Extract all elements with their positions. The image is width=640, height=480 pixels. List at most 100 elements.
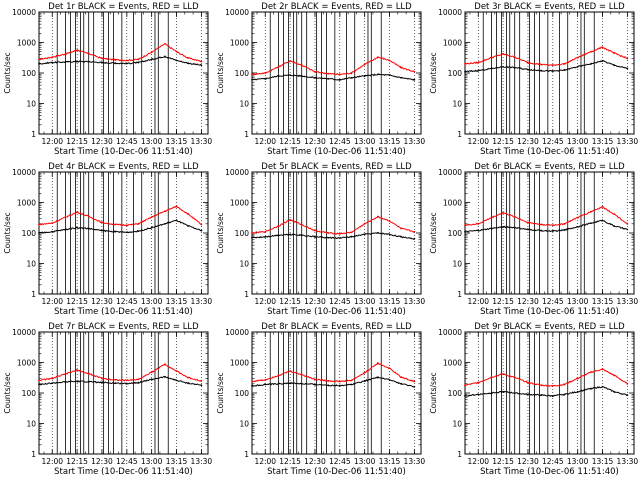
events-data-point xyxy=(327,236,330,239)
y-tick-label: 10000 xyxy=(12,168,36,177)
lld-data-point xyxy=(563,383,566,386)
events-data-point xyxy=(540,229,543,232)
lld-data-point xyxy=(164,210,166,213)
events-series-line xyxy=(464,219,628,233)
lld-data-point xyxy=(76,49,79,52)
x-tick-label: 12:00 xyxy=(254,297,276,306)
x-tick-label: 13:00 xyxy=(354,297,376,306)
lld-data-point xyxy=(38,379,40,382)
x-tick-label: 12:30 xyxy=(91,457,113,466)
y-axis-label: Counts/sec xyxy=(429,52,438,93)
chart-title: Det 8r BLACK = Events, RED = LLD xyxy=(261,322,412,332)
lld-data-point xyxy=(289,370,292,373)
plot-frame xyxy=(251,331,422,455)
lld-data-point xyxy=(477,381,480,384)
x-tick-label: 12:15 xyxy=(492,297,514,306)
lld-series-line xyxy=(38,205,202,227)
lld-data-point xyxy=(502,373,505,375)
lld-data-point xyxy=(601,205,604,208)
x-tick-label: 12:30 xyxy=(304,297,326,306)
events-data-point xyxy=(64,381,67,383)
x-tick-label: 12:30 xyxy=(304,137,326,146)
events-data-point xyxy=(200,64,203,67)
x-tick-label: 12:30 xyxy=(304,457,326,466)
events-data-point xyxy=(338,78,341,81)
x-tick-label: 13:00 xyxy=(141,457,163,466)
events-data-point xyxy=(502,65,505,68)
events-data-point xyxy=(477,229,480,232)
events-data-point xyxy=(101,61,103,64)
events-data-point xyxy=(338,237,341,240)
events-data-point xyxy=(164,375,166,378)
lld-series-line xyxy=(464,206,628,227)
events-data-point xyxy=(626,67,629,70)
lld-data-point xyxy=(314,70,316,73)
events-data-point xyxy=(300,75,303,77)
y-axis-label: Counts/sec xyxy=(429,372,438,413)
y-tick-label: 1000 xyxy=(17,199,36,208)
lld-series-line xyxy=(38,43,202,63)
y-tick-label: 100 xyxy=(22,389,37,398)
chart-title: Det 2r BLACK = Events, RED = LLD xyxy=(261,2,412,12)
lld-series-line xyxy=(464,46,628,67)
events-data-point xyxy=(551,70,554,73)
y-tick-label: 1000 xyxy=(443,359,462,368)
events-data-point xyxy=(251,385,253,387)
events-data-point xyxy=(187,225,190,227)
y-axis-label: Counts/sec xyxy=(429,212,438,253)
chart-title: Det 5r BLACK = Events, RED = LLD xyxy=(261,162,412,172)
plot-frame xyxy=(251,171,422,295)
events-data-point xyxy=(388,233,391,236)
events-data-point xyxy=(413,78,416,81)
events-data-point xyxy=(513,226,516,229)
events-data-point xyxy=(289,74,292,77)
lld-data-point xyxy=(377,56,379,59)
lld-series-line xyxy=(251,215,415,235)
lld-data-point xyxy=(613,52,616,54)
events-data-point xyxy=(377,232,379,234)
events-data-point xyxy=(540,69,543,72)
events-data-point xyxy=(51,61,54,64)
lld-data-point xyxy=(527,61,529,64)
lld-data-point xyxy=(137,378,140,381)
lld-data-point xyxy=(490,216,493,219)
x-tick-label: 12:15 xyxy=(279,297,301,306)
y-tick-label: 10000 xyxy=(438,168,462,177)
lld-data-point xyxy=(314,229,316,232)
events-data-point xyxy=(187,382,190,385)
y-tick-label: 1000 xyxy=(17,39,36,48)
events-data-point xyxy=(76,60,79,63)
x-tick-label: 12:45 xyxy=(542,457,564,466)
lld-data-point xyxy=(101,221,103,224)
lld-data-point xyxy=(490,56,493,59)
x-tick-label: 13:15 xyxy=(592,297,614,306)
events-data-point xyxy=(87,227,90,230)
lld-data-point xyxy=(400,227,403,230)
events-data-point xyxy=(377,73,379,76)
y-tick-label: 100 xyxy=(448,229,463,238)
events-data-point xyxy=(289,233,292,236)
lld-data-point xyxy=(400,66,403,69)
lld-data-point xyxy=(388,59,391,62)
x-tick-label: 12:30 xyxy=(91,137,113,146)
y-tick-label: 1 xyxy=(31,450,36,459)
chart-title: Det 6r BLACK = Events, RED = LLD xyxy=(474,162,625,172)
lld-data-point xyxy=(251,232,253,234)
lld-data-point xyxy=(200,223,203,226)
events-data-point xyxy=(613,225,616,227)
events-data-point xyxy=(175,379,178,382)
lld-data-point xyxy=(114,378,117,381)
y-tick-label: 1000 xyxy=(443,39,462,48)
events-data-point xyxy=(388,378,391,381)
lld-data-point xyxy=(187,57,190,59)
x-tick-label: 13:30 xyxy=(191,297,213,306)
x-axis-label: Start Time (10-Dec-06 11:51:40) xyxy=(480,147,619,157)
lld-data-point xyxy=(289,218,292,221)
events-data-point xyxy=(502,225,505,228)
x-axis-label: Start Time (10-Dec-06 11:51:40) xyxy=(54,147,193,157)
y-tick-label: 10 xyxy=(239,420,249,429)
lld-data-point xyxy=(626,382,629,385)
events-data-point xyxy=(300,382,303,385)
x-tick-label: 13:15 xyxy=(166,457,188,466)
events-data-point xyxy=(400,76,403,79)
